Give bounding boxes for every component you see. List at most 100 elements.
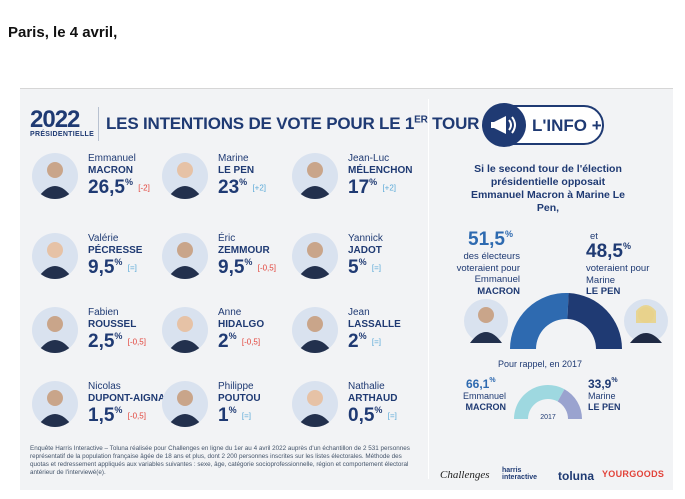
candidate-first-name: Fabien bbox=[88, 307, 119, 318]
lepen-2017-pct: 33,9% bbox=[588, 377, 618, 391]
candidate-avatar bbox=[32, 307, 78, 353]
candidate-avatar bbox=[162, 153, 208, 199]
lepen-second-round-text: voteraient pour Marine LE PEN bbox=[586, 263, 650, 297]
candidate-percentage: 1% [=] bbox=[218, 405, 251, 426]
candidate-last-name: ARTHAUD bbox=[348, 393, 398, 404]
macron-2017-pct: 66,1% bbox=[466, 377, 496, 391]
candidate-change: [=] bbox=[241, 411, 251, 421]
macron-second-round-pct: 51,5% bbox=[468, 229, 513, 250]
panel-divider bbox=[428, 99, 429, 479]
candidate-card: Valérie PÉCRESSE 9,5% [=] bbox=[32, 231, 162, 287]
candidate-percentage: 23% [+2] bbox=[218, 177, 267, 198]
candidate-card: Jean-Luc MÉLENCHON 17% [+2] bbox=[292, 151, 422, 207]
survey-footnote: Enquête Harris Interactive – Toluna réal… bbox=[30, 445, 410, 476]
presidentielle-2022-logo: 2022 PRÉSIDENTIELLE bbox=[30, 106, 96, 139]
candidate-first-name: Marine bbox=[218, 153, 249, 164]
candidate-change: [+2] bbox=[252, 183, 267, 193]
candidate-avatar bbox=[162, 381, 208, 427]
yourgoods-logo: YOURGOODS bbox=[602, 469, 665, 479]
candidate-card: Emmanuel MACRON 26,5% [-2] bbox=[32, 151, 162, 207]
candidate-last-name: LASSALLE bbox=[348, 319, 401, 330]
candidate-percentage: 26,5% [-2] bbox=[88, 177, 150, 198]
macron-2017-segment bbox=[514, 385, 565, 419]
candidate-change: [-0,5] bbox=[257, 263, 276, 273]
candidate-avatar bbox=[292, 381, 338, 427]
candidate-card: Jean LASSALLE 2% [=] bbox=[292, 305, 422, 361]
toluna-logo: toluna bbox=[558, 469, 594, 483]
dateline: Paris, le 4 avril, bbox=[8, 24, 118, 41]
candidate-change: [=] bbox=[371, 337, 381, 347]
partner-logos: Challenges harris interactive toluna YOU… bbox=[440, 465, 670, 485]
candidate-card: Éric ZEMMOUR 9,5% [-0,5] bbox=[162, 231, 292, 287]
candidate-percentage: 17% [+2] bbox=[348, 177, 397, 198]
candidate-change: [-0,5] bbox=[127, 337, 146, 347]
candidate-percentage: 1,5% [-0,5] bbox=[88, 405, 146, 426]
candidate-last-name: PÉCRESSE bbox=[88, 245, 143, 256]
candidate-percentage: 0,5% [=] bbox=[348, 405, 397, 426]
candidate-first-name: Éric bbox=[218, 233, 236, 244]
candidate-avatar bbox=[32, 381, 78, 427]
candidate-card: Nathalie ARTHAUD 0,5% [=] bbox=[292, 379, 422, 435]
candidate-first-name: Jean-Luc bbox=[348, 153, 390, 164]
infographic-title: LES INTENTIONS DE VOTE POUR LE 1ER TOUR bbox=[106, 114, 480, 133]
lepen-2017-name: Marine LE PEN bbox=[588, 391, 621, 412]
infographic: 2022 PRÉSIDENTIELLE LES INTENTIONS DE VO… bbox=[20, 88, 673, 490]
candidate-change: [-2] bbox=[138, 183, 150, 193]
candidate-card: Anne HIDALGO 2% [-0,5] bbox=[162, 305, 292, 361]
macron-avatar bbox=[464, 299, 508, 343]
candidate-change: [=] bbox=[371, 263, 381, 273]
candidate-change: [=] bbox=[387, 411, 397, 421]
candidate-card: Marine LE PEN 23% [+2] bbox=[162, 151, 292, 207]
second-round-question: Si le second tour de l'élection présiden… bbox=[470, 163, 626, 214]
candidate-change: [-0,5] bbox=[241, 337, 261, 347]
logo-year: 2022 bbox=[30, 106, 80, 133]
candidate-last-name: LE PEN bbox=[218, 165, 255, 176]
candidate-card: Yannick JADOT 5% [=] bbox=[292, 231, 422, 287]
candidate-first-name: Anne bbox=[218, 307, 242, 318]
macron-second-round-text: des électeurs voteraient pour Emmanuel MA… bbox=[456, 251, 520, 297]
candidate-last-name: MÉLENCHON bbox=[348, 165, 413, 176]
right-prefix: et bbox=[590, 231, 598, 242]
candidate-avatar bbox=[162, 307, 208, 353]
candidate-percentage: 2% [-0,5] bbox=[218, 331, 261, 352]
megaphone-icon bbox=[482, 103, 526, 147]
candidate-avatar bbox=[292, 307, 338, 353]
candidate-last-name: DUPONT-AIGNAN bbox=[88, 393, 173, 404]
reminder-2017-label: Pour rappel, en 2017 bbox=[498, 359, 583, 369]
candidate-first-name: Nicolas bbox=[88, 381, 121, 392]
candidate-avatar bbox=[162, 233, 208, 279]
candidate-first-name: Jean bbox=[348, 307, 370, 318]
logo-subtitle: PRÉSIDENTIELLE bbox=[30, 131, 95, 138]
lepen-2017-segment bbox=[557, 389, 582, 419]
candidate-percentage: 9,5% [=] bbox=[88, 257, 137, 278]
macron-donut-segment bbox=[510, 293, 569, 349]
candidate-last-name: POUTOU bbox=[218, 393, 261, 404]
2017-half-donut: 2017 bbox=[514, 385, 582, 421]
lepen-donut-segment bbox=[567, 293, 622, 349]
candidate-last-name: MACRON bbox=[88, 165, 133, 176]
candidate-percentage: 9,5% [-0,5] bbox=[218, 257, 276, 278]
candidate-first-name: Emmanuel bbox=[88, 153, 136, 164]
harris-interactive-logo: harris interactive bbox=[502, 467, 538, 481]
macron-2017-name: Emmanuel MACRON bbox=[462, 391, 506, 412]
2017-year-label: 2017 bbox=[540, 414, 556, 421]
challenges-logo: Challenges bbox=[440, 469, 490, 481]
info-badge-label: L'INFO + bbox=[532, 116, 602, 135]
candidate-first-name: Valérie bbox=[88, 233, 119, 244]
candidate-change: [-0,5] bbox=[127, 411, 146, 421]
candidate-last-name: ROUSSEL bbox=[88, 319, 137, 330]
lepen-second-round-pct: 48,5% bbox=[586, 241, 631, 262]
candidate-avatar bbox=[32, 153, 78, 199]
candidate-avatar bbox=[32, 233, 78, 279]
candidate-card: Philippe POUTOU 1% [=] bbox=[162, 379, 292, 435]
logo-divider bbox=[98, 107, 99, 141]
candidate-first-name: Yannick bbox=[348, 233, 383, 244]
candidate-percentage: 2% [=] bbox=[348, 331, 381, 352]
candidate-last-name: JADOT bbox=[348, 245, 382, 256]
candidate-last-name: ZEMMOUR bbox=[218, 245, 270, 256]
candidate-avatar bbox=[292, 233, 338, 279]
candidate-first-name: Philippe bbox=[218, 381, 254, 392]
candidate-change: [=] bbox=[127, 263, 137, 273]
lepen-avatar bbox=[624, 299, 668, 343]
candidate-percentage: 2,5% [-0,5] bbox=[88, 331, 146, 352]
